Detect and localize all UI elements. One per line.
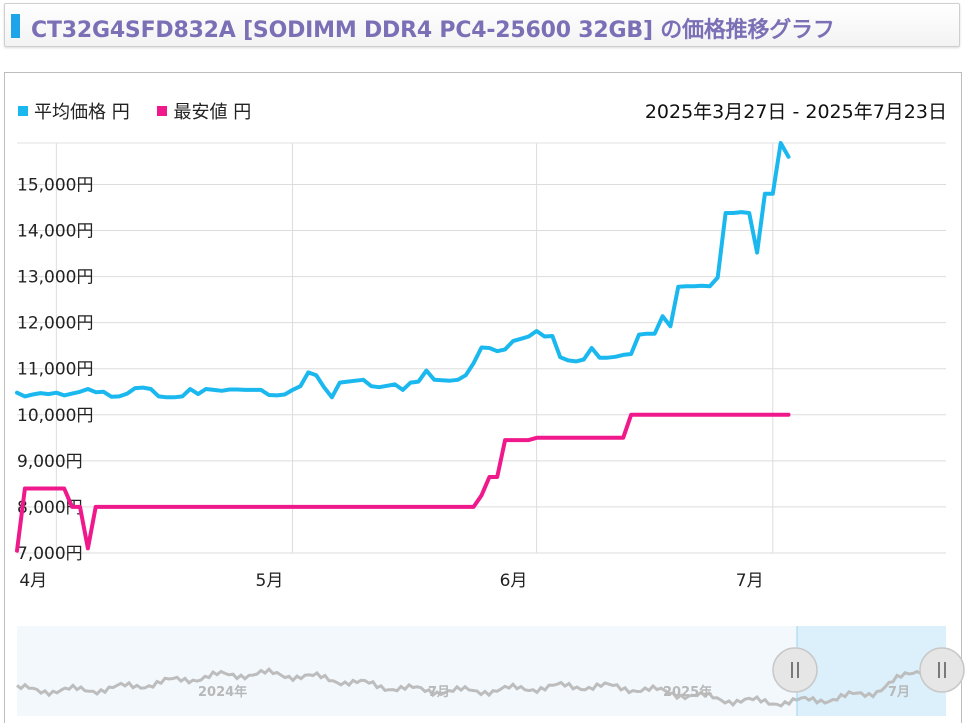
y-axis-ticks: 7,000円 8,000円 9,000円 10,000円 11,000円 12,000円 1… [17,175,93,564]
y-tick-label: 11,000円 [17,360,93,380]
navigator-label: 2024年 [198,684,247,700]
title-bar: CT32G4SFD832A [SODIMM DDR4 PC4-25600 32G… [4,3,960,47]
navigator-history-line [16,653,947,708]
y-tick-label: 12,000円 [17,314,93,334]
grip-lines-icon [791,662,799,678]
navigator-label: 7月 [428,685,450,700]
navigator-handle-left[interactable] [772,647,818,693]
series-line-average [15,141,791,400]
navigator-handle-circle [772,647,818,693]
date-range: 2025年3月27日 - 2025年7月23日 [644,101,947,123]
chart-legend: 平均価格 円 最安値 円 [18,98,273,124]
y-tick-label: 15,000円 [17,175,93,195]
legend-item-average[interactable]: 平均価格 円 [18,98,130,124]
navigator-handle-circle [919,647,965,693]
y-tick-label: 8,000円 [17,498,83,518]
page-title: CT32G4SFD832A [SODIMM DDR4 PC4-25600 32G… [31,18,835,43]
y-tick-label: 7,000円 [17,544,83,564]
y-tick-label: 10,000円 [17,406,93,426]
legend-label-average: 平均価格 円 [34,102,130,123]
y-tick-label: 14,000円 [17,222,93,242]
y-tick-label: 9,000円 [17,452,83,472]
navigator[interactable]: 2024年 7月 2025年 7月 [16,626,965,716]
x-tick-label: 4月 [19,571,47,591]
grid [17,142,946,554]
legend-label-minimum: 最安値 円 [173,102,252,123]
title-accent-bar [11,14,20,38]
grip-lines-icon [938,662,946,678]
series-lines [15,141,791,553]
x-tick-label: 7月 [736,571,764,591]
series-line-minimum [15,412,791,553]
navigator-label: 7月 [888,685,910,700]
chart-panel [4,72,962,723]
legend-swatch-minimum [157,106,168,116]
x-tick-label: 6月 [500,571,528,591]
legend-swatch-average [18,106,28,116]
x-axis-ticks: 4月 5月 6月 7月 [19,571,763,591]
legend-item-minimum[interactable]: 最安値 円 [157,98,251,124]
x-tick-label: 5月 [256,571,284,591]
navigator-handle-right[interactable] [919,647,965,693]
navigator-label: 2025年 [663,684,712,700]
y-tick-label: 13,000円 [17,268,93,288]
